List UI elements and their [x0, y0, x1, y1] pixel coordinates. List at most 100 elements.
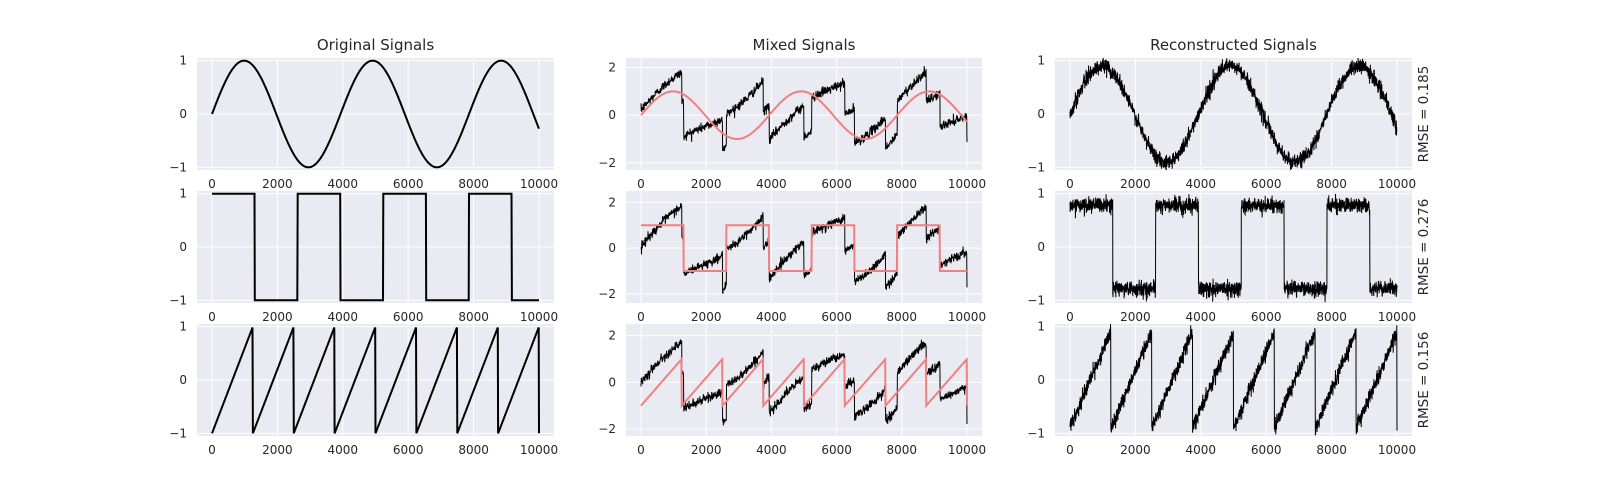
y-tick-label: 1 [1037, 187, 1045, 201]
original-sawtooth-axes: 0 2000 4000 6000 8000 10000 −1 0 1 [169, 320, 558, 457]
y-tick-label: −2 [598, 287, 616, 301]
x-tick-label: 2000 [1120, 177, 1151, 191]
x-tick-label: 4000 [1186, 177, 1217, 191]
x-tick-label: 4000 [756, 177, 787, 191]
x-tick-label: 8000 [458, 443, 489, 457]
y-tick-label: −1 [1027, 426, 1045, 440]
x-tick-label: 8000 [887, 177, 918, 191]
reference-signal-line [640, 90, 968, 140]
mixed-signal-line [640, 339, 968, 426]
x-tick-label: 0 [1066, 443, 1074, 457]
x-tick-label: 10000 [520, 443, 558, 457]
x-tick-label: 4000 [1186, 310, 1217, 324]
x-tick-label: 4000 [756, 443, 787, 457]
x-tick-label: 0 [208, 310, 216, 324]
original-signal-line [212, 192, 539, 302]
original-signal-line [211, 327, 540, 434]
mixed-2-axes: 0 2000 4000 6000 8000 10000 −2 0 2 [598, 191, 986, 324]
x-tick-label: 2000 [691, 177, 722, 191]
y-tick-label: 0 [608, 241, 616, 255]
x-tick-label: 4000 [328, 310, 359, 324]
reconstructed-signal-line [1069, 58, 1398, 170]
y-tick-label: −1 [1027, 160, 1045, 174]
x-tick-label: 2000 [691, 443, 722, 457]
y-tick-label: 0 [179, 373, 187, 387]
reference-signal-line [640, 357, 968, 409]
y-tick-label: 2 [608, 329, 616, 343]
rmse-label: RMSE = 0.185 [1416, 66, 1432, 163]
y-tick-label: −2 [598, 156, 616, 170]
column-title: Original Signals [317, 36, 435, 54]
x-tick-label: 4000 [1186, 443, 1217, 457]
x-tick-label: 0 [1066, 177, 1074, 191]
x-tick-label: 6000 [393, 443, 424, 457]
x-tick-label: 0 [208, 443, 216, 457]
y-tick-label: −1 [1027, 293, 1045, 307]
x-tick-label: 0 [208, 177, 216, 191]
y-tick-label: 2 [608, 61, 616, 75]
x-tick-label: 0 [637, 443, 645, 457]
x-tick-label: 8000 [887, 443, 918, 457]
x-tick-label: 6000 [1251, 177, 1282, 191]
x-tick-label: 10000 [1378, 443, 1416, 457]
x-tick-label: 2000 [1120, 443, 1151, 457]
y-tick-label: 2 [608, 195, 616, 209]
rmse-label: RMSE = 0.276 [1416, 199, 1432, 296]
y-tick-label: 0 [608, 108, 616, 122]
reconstructed-signal-line [1069, 193, 1398, 303]
mixed-3-axes: 0 2000 4000 6000 8000 10000 −2 0 2 [598, 324, 986, 457]
x-tick-label: 2000 [1120, 310, 1151, 324]
x-tick-label: 2000 [262, 310, 293, 324]
x-tick-label: 8000 [458, 177, 489, 191]
x-tick-label: 0 [637, 177, 645, 191]
x-tick-label: 2000 [262, 443, 293, 457]
reference-signal-line [641, 224, 967, 272]
y-tick-label: 0 [179, 107, 187, 121]
x-tick-label: 10000 [520, 177, 558, 191]
rmse-label: RMSE = 0.156 [1416, 332, 1432, 429]
y-tick-label: 0 [179, 240, 187, 254]
x-tick-label: 0 [637, 310, 645, 324]
x-tick-label: 10000 [520, 310, 558, 324]
y-tick-label: 1 [1037, 320, 1045, 334]
x-tick-label: 4000 [328, 177, 359, 191]
x-tick-label: 10000 [948, 310, 986, 324]
mixed-signal-line [640, 203, 968, 294]
y-tick-label: −1 [169, 160, 187, 174]
y-tick-label: 0 [1037, 240, 1045, 254]
x-tick-label: 8000 [887, 310, 918, 324]
x-tick-label: 8000 [458, 310, 489, 324]
mixed-signal-line [640, 66, 968, 152]
mixed-1-axes: 0 2000 4000 6000 8000 10000 −2 0 2 Mixed Signals [598, 36, 986, 191]
reconstructed-1-axes: 0 2000 4000 6000 8000 10000 −1 0 1 RMSE = 0.185 Re… [1027, 36, 1432, 191]
x-tick-label: 10000 [948, 177, 986, 191]
x-tick-label: 6000 [821, 443, 852, 457]
reconstructed-3-axes: 0 2000 4000 6000 8000 10000 −1 0 1 RMSE = 0.156 [1027, 320, 1432, 457]
x-tick-label: 2000 [691, 310, 722, 324]
x-tick-label: 10000 [1378, 177, 1416, 191]
y-tick-label: −1 [169, 426, 187, 440]
x-tick-label: 4000 [756, 310, 787, 324]
y-tick-label: 1 [179, 320, 187, 334]
y-tick-label: −1 [169, 293, 187, 307]
y-tick-label: 0 [1037, 373, 1045, 387]
x-tick-label: 6000 [1251, 310, 1282, 324]
x-tick-label: 10000 [948, 443, 986, 457]
y-tick-label: 1 [179, 54, 187, 68]
column-title: Mixed Signals [753, 36, 856, 54]
x-tick-label: 8000 [1316, 177, 1347, 191]
x-tick-label: 4000 [328, 443, 359, 457]
x-tick-label: 6000 [1251, 443, 1282, 457]
x-tick-label: 6000 [393, 310, 424, 324]
x-tick-label: 6000 [821, 310, 852, 324]
x-tick-label: 2000 [262, 177, 293, 191]
y-tick-label: 0 [608, 375, 616, 389]
x-tick-label: 8000 [1316, 443, 1347, 457]
original-square-axes: 0 2000 4000 6000 8000 10000 −1 0 1 [169, 187, 558, 324]
y-tick-label: 0 [1037, 107, 1045, 121]
original-sine-axes: 0 2000 4000 6000 8000 10000 −1 0 1 Original Signa… [169, 36, 558, 191]
x-tick-label: 8000 [1316, 310, 1347, 324]
reconstructed-2-axes: 0 2000 4000 6000 8000 10000 −1 0 1 RMSE = 0.276 [1027, 187, 1432, 324]
y-tick-label: 1 [1037, 54, 1045, 68]
